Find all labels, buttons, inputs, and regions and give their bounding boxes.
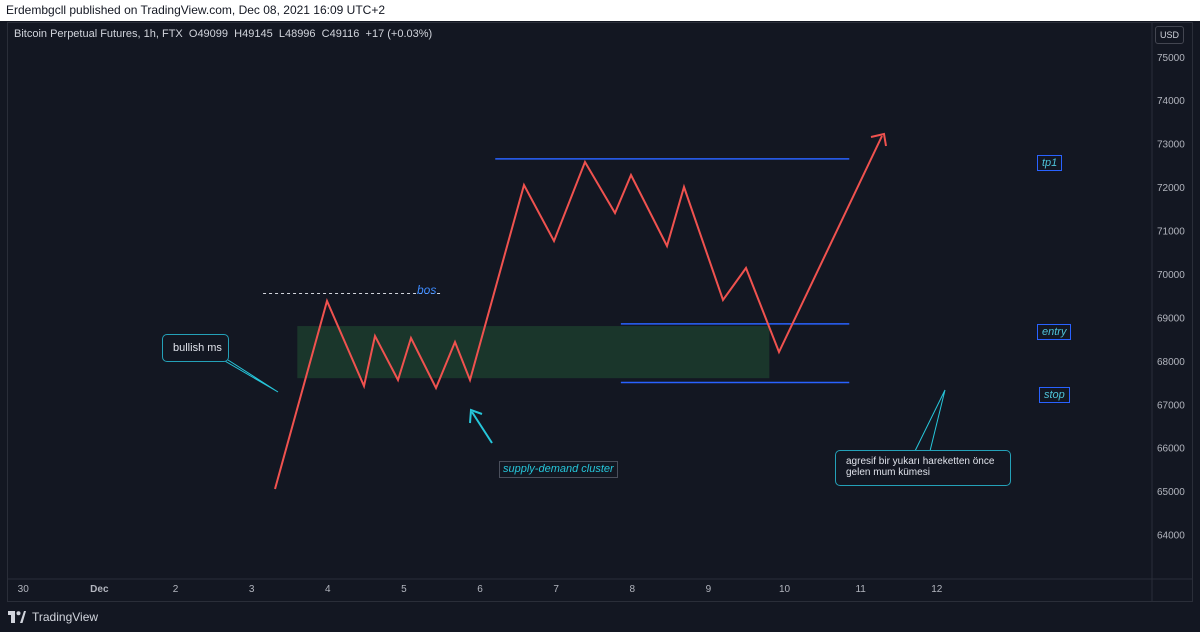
time-tick-label: 3 bbox=[249, 584, 255, 595]
publish-header: Erdembgcll published on TradingView.com,… bbox=[0, 0, 1200, 21]
high-label: H bbox=[234, 28, 243, 40]
price-tick-label: 75000 bbox=[1157, 53, 1185, 64]
note-callout[interactable]: agresif bir yukarı hareketten önce gelen… bbox=[835, 450, 1011, 486]
time-tick-label: 9 bbox=[706, 584, 712, 595]
price-tick-label: 74000 bbox=[1157, 96, 1185, 107]
price-tick-label: 72000 bbox=[1157, 183, 1185, 194]
time-tick-label: 11 bbox=[855, 584, 866, 595]
stop-label[interactable]: stop bbox=[1039, 387, 1070, 403]
note-text: agresif bir yukarı hareketten önce gelen… bbox=[846, 456, 995, 478]
price-tick-label: 70000 bbox=[1157, 270, 1185, 281]
high-value: 49145 bbox=[242, 28, 273, 40]
price-tick-label: 69000 bbox=[1157, 313, 1185, 324]
chart-frame bbox=[7, 22, 1193, 602]
low-value: 48996 bbox=[284, 28, 316, 40]
time-tick-label: 4 bbox=[325, 584, 331, 595]
entry-label[interactable]: entry bbox=[1037, 324, 1072, 340]
footer-bar bbox=[0, 604, 1200, 632]
time-tick-label: Dec bbox=[90, 584, 109, 595]
currency-badge[interactable]: USD bbox=[1155, 26, 1184, 44]
cluster-label[interactable]: supply-demand cluster bbox=[499, 461, 618, 478]
close-value: 49116 bbox=[329, 28, 360, 40]
price-tick-label: 64000 bbox=[1157, 531, 1185, 542]
supply-demand-zone bbox=[297, 326, 770, 379]
time-tick-label: 8 bbox=[630, 584, 636, 595]
cluster-text: supply-demand cluster bbox=[503, 463, 614, 475]
symbol-legend: Bitcoin Perpetual Futures, 1h, FTX O4909… bbox=[14, 28, 432, 40]
bullish-ms-text: bullish ms bbox=[173, 342, 222, 354]
tradingview-logo[interactable]: TradingView bbox=[8, 606, 98, 628]
price-tick-label: 66000 bbox=[1157, 444, 1185, 455]
change-value: +17 (+0.03%) bbox=[365, 28, 433, 40]
close-label: C bbox=[321, 28, 330, 40]
price-tick-label: 73000 bbox=[1157, 140, 1185, 151]
time-tick-label: 12 bbox=[931, 584, 943, 595]
cluster-arrow-head bbox=[469, 408, 483, 424]
tradingview-icon bbox=[8, 611, 26, 623]
time-tick-label: 5 bbox=[401, 584, 407, 595]
open-value: 49099 bbox=[197, 28, 229, 40]
price-tick-label: 65000 bbox=[1157, 487, 1185, 498]
low-label: L bbox=[278, 28, 285, 40]
time-tick-label: 10 bbox=[779, 584, 791, 595]
time-tick-label: 2 bbox=[173, 584, 179, 595]
bullish-ms-pointer bbox=[217, 356, 279, 393]
price-tick-label: 71000 bbox=[1157, 227, 1185, 238]
note-pointer bbox=[914, 389, 946, 452]
cluster-arrow-shaft bbox=[471, 411, 493, 444]
symbol-name: Bitcoin Perpetual Futures, 1h, FTX bbox=[14, 28, 183, 40]
bos-text: bos bbox=[417, 283, 437, 297]
entry-text: entry bbox=[1042, 326, 1067, 338]
time-tick-label: 6 bbox=[477, 584, 483, 595]
time-tick-label: 30 bbox=[18, 584, 30, 595]
stop-text: stop bbox=[1044, 389, 1065, 401]
open-label: O bbox=[188, 28, 198, 40]
bullish-ms-callout[interactable]: bullish ms bbox=[162, 334, 229, 362]
price-tick-label: 68000 bbox=[1157, 357, 1185, 368]
bos-label[interactable]: bos bbox=[417, 283, 436, 297]
tp1-label[interactable]: tp1 bbox=[1037, 155, 1063, 171]
tp1-text: tp1 bbox=[1042, 157, 1058, 169]
time-tick-label: 7 bbox=[553, 584, 559, 595]
footer-brand: TradingView bbox=[32, 610, 99, 624]
price-tick-label: 67000 bbox=[1157, 400, 1185, 411]
published-text: Erdembgcll published on TradingView.com,… bbox=[6, 3, 386, 17]
price-path-line bbox=[274, 135, 883, 490]
path-arrowhead bbox=[870, 132, 887, 147]
